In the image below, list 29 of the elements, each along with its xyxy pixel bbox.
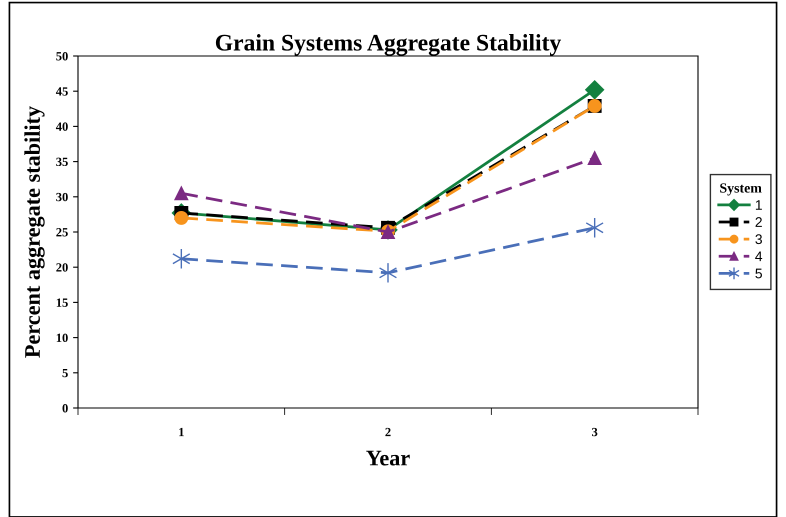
legend-label: 5	[755, 268, 762, 278]
point	[174, 186, 188, 200]
y-tick-label: 50	[56, 52, 68, 60]
y-axis-title: Percent aggregate stability	[24, 106, 45, 358]
y-tick-label: 20	[56, 263, 68, 272]
y-tick-label: 25	[56, 228, 68, 236]
x-tick-label: 1	[179, 428, 184, 436]
y-tick-label: 40	[56, 122, 68, 131]
point	[585, 80, 604, 100]
y-tick-label: 10	[56, 334, 68, 342]
legend-label: 2	[756, 217, 762, 227]
point	[588, 151, 602, 166]
point	[172, 248, 190, 270]
y-tick-label: 35	[56, 158, 68, 166]
x-tick-label: 2	[385, 428, 391, 436]
point	[174, 210, 188, 225]
x-tick-label: 3	[592, 428, 598, 436]
chart-title: Grain Systems Aggregate Stability	[216, 34, 562, 56]
point	[586, 217, 604, 238]
legend-label: 1	[756, 200, 762, 210]
legend-label: 3	[755, 234, 762, 244]
legend-title: System	[720, 183, 762, 196]
y-tick-label: 45	[56, 87, 68, 96]
y-tick-label: 30	[56, 192, 68, 202]
legend-label: 4	[755, 252, 762, 262]
y-tick-label: 15	[56, 298, 68, 307]
y-tick-label: 5	[62, 368, 68, 378]
x-axis-title: Year	[366, 450, 410, 466]
y-tick-label: 0	[62, 404, 68, 412]
